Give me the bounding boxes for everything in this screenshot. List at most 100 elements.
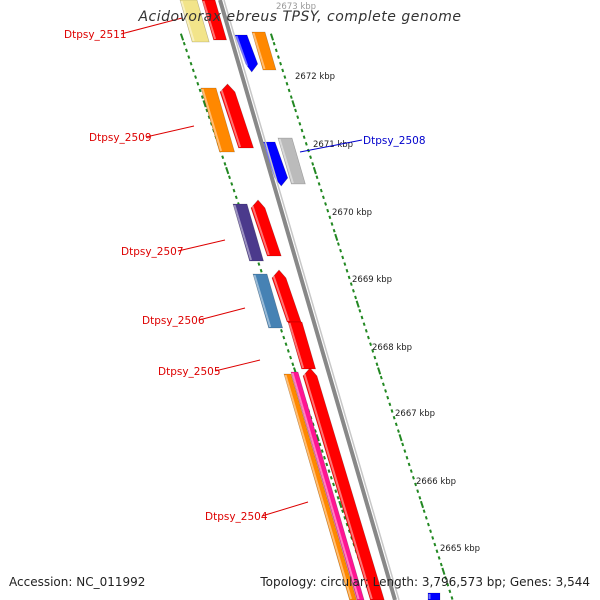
tick-label: 2670 kbp bbox=[332, 208, 372, 218]
inner-tick-mark bbox=[257, 262, 261, 266]
inner-tick-mark bbox=[329, 475, 333, 480]
outer-tick-mark bbox=[345, 268, 349, 273]
outer-tick-mark bbox=[373, 355, 377, 360]
outer-tick-mark bbox=[326, 208, 330, 213]
outer-tick-mark bbox=[317, 182, 321, 186]
gene-upper-red-bar bbox=[201, 0, 227, 41]
outer-tick-mark bbox=[291, 100, 296, 108]
inner-tick-mark bbox=[323, 455, 326, 460]
inner-tick-mark bbox=[194, 75, 198, 79]
outer-tick-mark bbox=[431, 536, 435, 540]
outer-tick-mark bbox=[418, 495, 422, 500]
outer-tick-mark bbox=[349, 282, 353, 286]
outer-tick-mark bbox=[328, 215, 332, 220]
outer-tick-mark bbox=[298, 121, 302, 126]
inner-tick-mark bbox=[189, 61, 193, 66]
gene-blue-upper-bar bbox=[234, 34, 259, 73]
gene-red-2509-bar bbox=[219, 83, 254, 149]
inner-tick-mark bbox=[318, 442, 322, 447]
outer-tick-mark bbox=[315, 175, 319, 180]
inner-tick-mark bbox=[315, 434, 320, 442]
outer-tick-mark bbox=[360, 315, 364, 320]
gene-red-2507-bar bbox=[250, 199, 282, 257]
inner-tick-mark bbox=[320, 449, 324, 453]
inner-tick-mark bbox=[230, 182, 234, 186]
inner-tick-mark bbox=[313, 429, 317, 433]
outer-tick-mark bbox=[394, 422, 398, 427]
outer-tick-mark bbox=[446, 582, 450, 587]
outer-tick-mark bbox=[369, 342, 373, 347]
gene-dtpsy-2504-orange-bar bbox=[283, 373, 357, 600]
tick-label: 2666 kbp bbox=[416, 477, 456, 487]
outer-tick-mark bbox=[304, 142, 308, 146]
gene-blue-upper-bar-shine bbox=[235, 35, 249, 67]
inner-tick-mark bbox=[202, 100, 207, 108]
inner-tick-mark bbox=[289, 355, 293, 360]
inner-tick-mark bbox=[185, 48, 188, 53]
outer-tick-mark bbox=[294, 108, 298, 113]
inner-tick-mark bbox=[187, 55, 191, 59]
gene-label: Dtpsy_2505 bbox=[158, 366, 221, 378]
gene-dtpsy-2506-bar-shine bbox=[253, 274, 272, 328]
outer-tick-mark bbox=[354, 295, 358, 300]
gene-orange-upper-bar-shine bbox=[252, 32, 266, 70]
backbone-highlight bbox=[223, 0, 400, 600]
outer-tick-mark bbox=[312, 166, 317, 175]
inner-tick-mark bbox=[259, 268, 263, 273]
topology-text: Topology: circular; Length: 3,796,573 bp… bbox=[260, 575, 590, 589]
gene-dtpsy-2507-bar bbox=[232, 203, 264, 262]
gene-dtpsy-2511-bar-shine bbox=[180, 0, 195, 42]
outer-tick-mark bbox=[274, 48, 278, 53]
outer-tick-mark bbox=[272, 41, 276, 46]
tick-label-group: 2673 kbp 2672 kbp 2671 kbp 2670 kbp 2669 kbp… bbox=[276, 2, 480, 554]
accession-text: Accession: NC_011992 bbox=[9, 575, 146, 589]
outer-tick-mark bbox=[343, 262, 347, 266]
gene-label-group: Dtpsy_2511 Dtpsy_2509 Dtpsy_2508 Dtpsy_2507… bbox=[64, 29, 426, 523]
outer-tick-mark bbox=[409, 469, 413, 473]
outer-tick-mark bbox=[390, 409, 394, 413]
outer-tick-mark bbox=[444, 576, 448, 580]
outer-tick-mark bbox=[324, 202, 328, 206]
outer-tick-mark bbox=[300, 128, 304, 133]
outer-tick-mark bbox=[269, 33, 275, 41]
outer-tick-mark bbox=[433, 542, 437, 547]
outer-tick-mark bbox=[371, 349, 375, 353]
outer-tick-mark bbox=[411, 475, 415, 480]
inner-tick-mark bbox=[284, 342, 288, 347]
inner-tick-mark bbox=[223, 162, 227, 166]
gene-label: Dtpsy_2506 bbox=[142, 315, 205, 327]
tick-dash-group bbox=[179, 33, 454, 600]
outer-tick-mark bbox=[401, 442, 405, 447]
gene-label: Dtpsy_2508 bbox=[363, 135, 426, 147]
inner-tick-mark bbox=[182, 41, 186, 46]
tick-label: 2667 kbp bbox=[395, 409, 435, 419]
inner-tick-mark bbox=[336, 495, 340, 500]
gene-label-leader bbox=[145, 125, 195, 138]
gene-red-2506-bar bbox=[271, 269, 302, 323]
outer-tick-mark bbox=[396, 429, 400, 433]
outer-tick-mark bbox=[405, 455, 409, 460]
inner-tick-mark bbox=[280, 329, 283, 333]
outer-tick-mark bbox=[336, 242, 340, 246]
gene-dtpsy-2509-bar bbox=[200, 87, 235, 153]
outer-tick-mark bbox=[384, 389, 388, 393]
inner-tick-mark bbox=[345, 522, 349, 527]
outer-tick-mark bbox=[419, 500, 425, 509]
gene-label-leader bbox=[214, 359, 261, 372]
outer-tick-mark bbox=[398, 434, 403, 442]
outer-tick-mark bbox=[381, 382, 385, 387]
outer-tick-mark bbox=[407, 462, 411, 467]
inner-tick-mark bbox=[282, 335, 286, 340]
inner-tick-mark bbox=[196, 81, 200, 86]
inner-tick-mark bbox=[232, 188, 236, 193]
outer-tick-mark bbox=[285, 81, 289, 86]
outer-tick-mark bbox=[386, 395, 390, 400]
outer-tick-mark bbox=[414, 482, 418, 487]
outer-tick-mark bbox=[334, 233, 339, 241]
gene-dtpsy-2504-red-bar-shine bbox=[303, 373, 373, 600]
inner-tick-mark bbox=[347, 529, 351, 534]
inner-tick-mark bbox=[338, 500, 343, 509]
gene-label: Dtpsy_2504 bbox=[205, 511, 268, 523]
tick-label: 2665 kbp bbox=[440, 544, 480, 554]
